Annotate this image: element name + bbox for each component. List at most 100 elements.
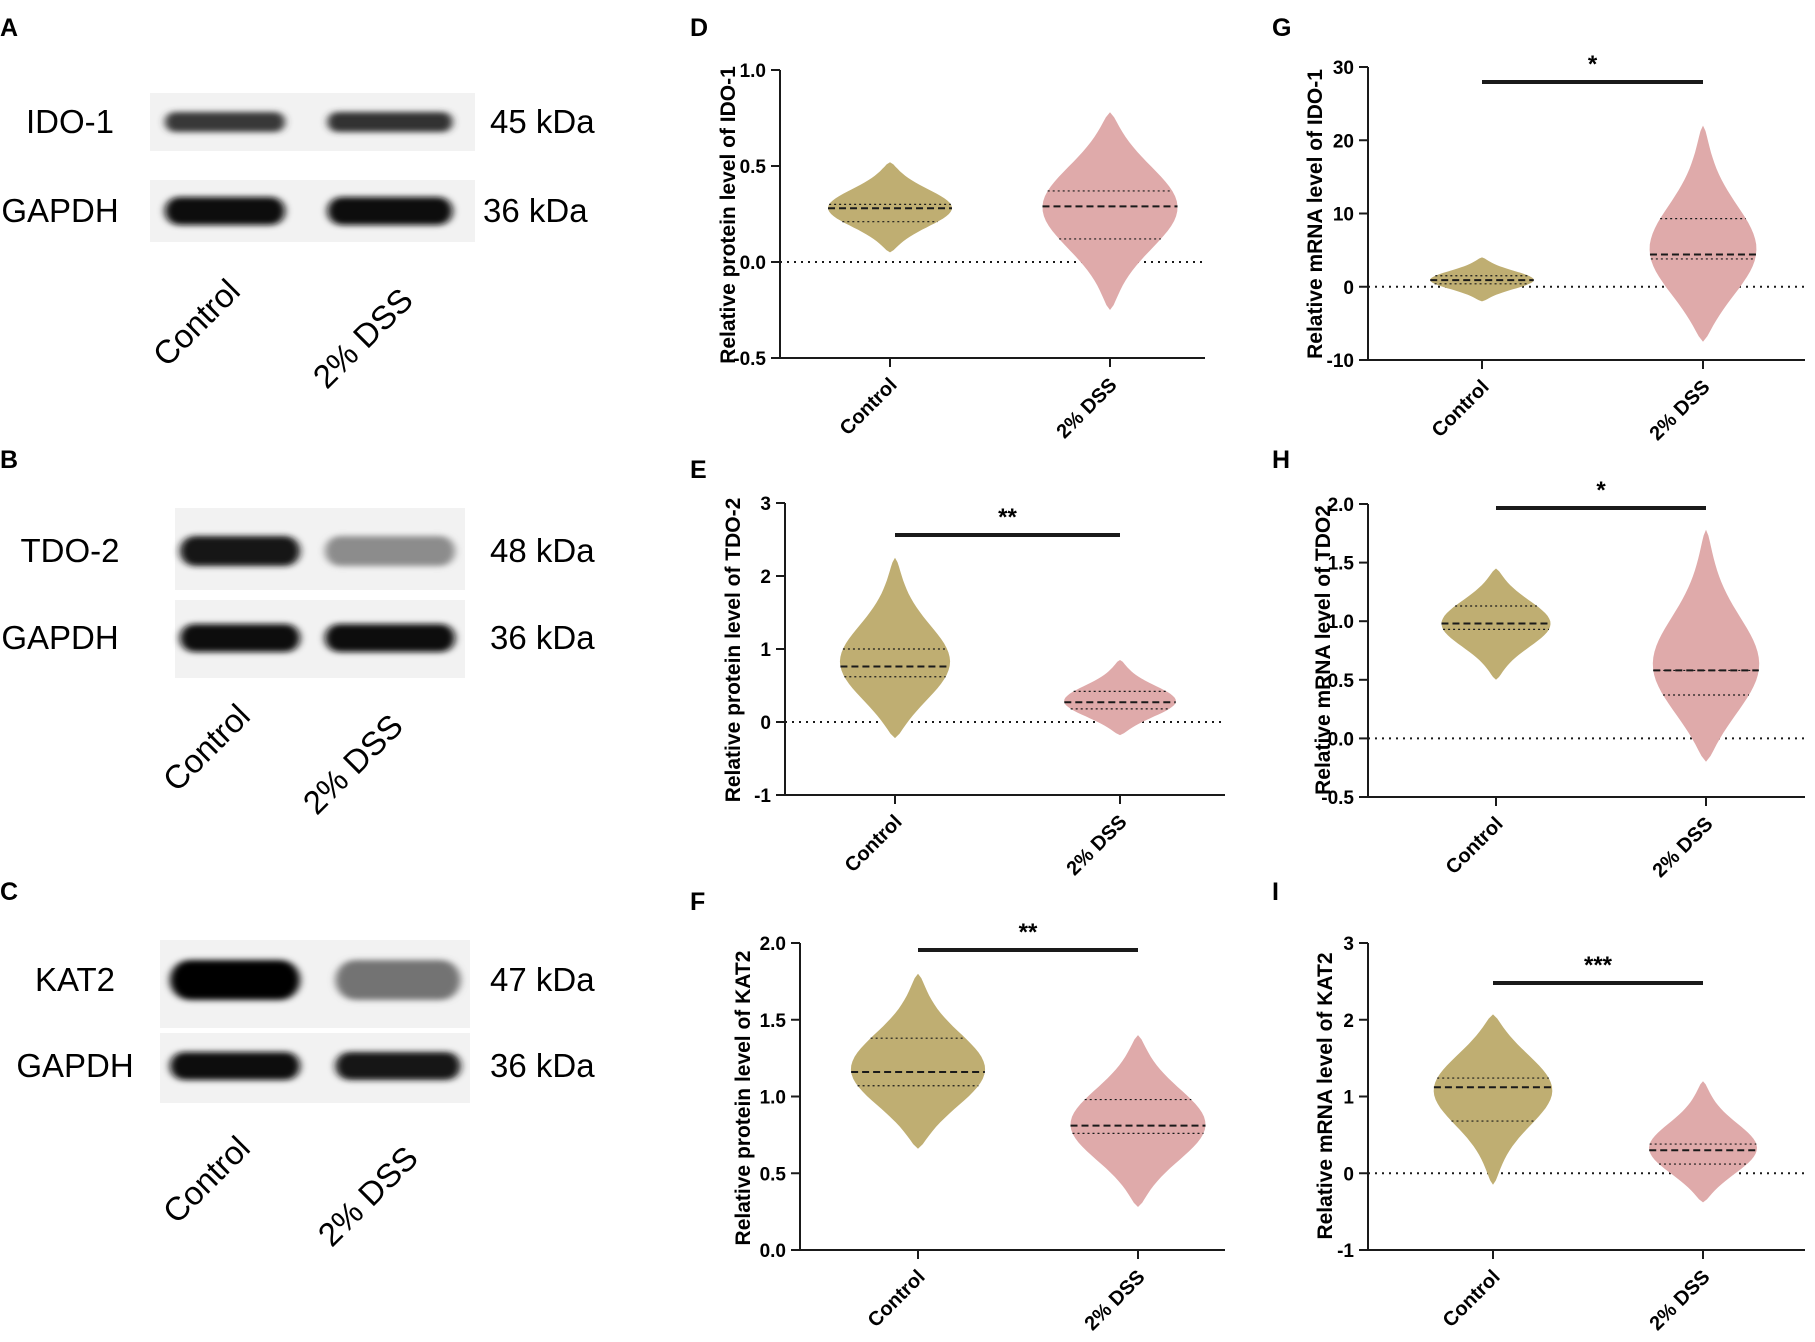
violin-plot-E: E -1 0 1 2 3 Control 2% DSS Relative protein lev… bbox=[690, 456, 1225, 880]
y-tick-label: -0.5 bbox=[1321, 788, 1354, 809]
lane-label: 2% DSS bbox=[306, 281, 420, 395]
violin-plot-I: I -1 0 1 2 3 Control 2% DSS Relative mRNA level … bbox=[1272, 878, 1805, 1335]
y-tick-label: 1 bbox=[1343, 1088, 1354, 1109]
panel-label: C bbox=[0, 878, 18, 906]
violin-dss bbox=[1649, 1081, 1757, 1203]
size-label: 36 kDa bbox=[490, 1047, 595, 1084]
panel-label: G bbox=[1272, 14, 1291, 42]
violin-dss bbox=[1064, 660, 1176, 736]
y-tick-label: 10 bbox=[1333, 205, 1354, 226]
size-label: 36 kDa bbox=[490, 619, 595, 656]
x-tick-label: 2% DSS bbox=[1063, 811, 1132, 880]
panel-label: B bbox=[0, 446, 18, 474]
violin-dss bbox=[1042, 112, 1178, 310]
blot-band bbox=[180, 624, 300, 652]
y-tick-label: 2 bbox=[1343, 1011, 1354, 1032]
protein-label: KAT2 bbox=[35, 961, 115, 998]
lane-label: Control bbox=[156, 1129, 257, 1230]
blot-B: B TDO-2 48 kDa GAPDH 36 kDa Control 2% DSS bbox=[0, 446, 595, 821]
size-label: 36 kDa bbox=[483, 192, 588, 229]
blot-band bbox=[165, 197, 285, 225]
y-axis-label: Relative mRNA level of TDO2 bbox=[1312, 505, 1335, 795]
y-tick-label: -0.5 bbox=[733, 349, 766, 370]
x-tick-label: Control bbox=[841, 811, 907, 877]
blot-band bbox=[325, 536, 455, 566]
y-tick-label: 0.0 bbox=[760, 1241, 786, 1262]
y-tick-label: 0.0 bbox=[1328, 729, 1354, 750]
panel-label: E bbox=[690, 456, 707, 484]
y-tick-label: 2.0 bbox=[1328, 495, 1354, 516]
x-tick-label: 2% DSS bbox=[1646, 1266, 1715, 1335]
significance-label: *** bbox=[1584, 952, 1613, 979]
violin-plot-G: G -10 0 10 20 30 Control 2% DSS Relative mRNA le… bbox=[1272, 14, 1805, 445]
y-tick-label: 2.0 bbox=[760, 934, 786, 955]
blot-band bbox=[327, 112, 453, 132]
violin-plot-D: D -0.5 0.0 0.5 1.0 Control 2% DSS Relative prot… bbox=[690, 14, 1205, 443]
lane-label: Control bbox=[156, 697, 257, 798]
protein-label: IDO-1 bbox=[26, 103, 114, 140]
lane-label: 2% DSS bbox=[311, 1139, 425, 1253]
y-tick-label: -1 bbox=[1337, 1241, 1354, 1262]
significance-label: * bbox=[1596, 477, 1606, 504]
x-tick-label: Control bbox=[864, 1266, 930, 1332]
x-tick-label: 2% DSS bbox=[1646, 376, 1715, 445]
y-tick-label: 0.5 bbox=[740, 157, 767, 178]
blot-A: A IDO-1 45 kDa GAPDH 36 kDa Control 2% DSS bbox=[0, 14, 595, 395]
panel-label: D bbox=[690, 14, 708, 42]
violin-dss bbox=[1652, 529, 1760, 762]
y-tick-label: 0.5 bbox=[1328, 671, 1355, 692]
blot-band bbox=[165, 112, 285, 132]
violin-control bbox=[850, 973, 986, 1149]
y-axis-label: Relative mRNA level of IDO-1 bbox=[1304, 69, 1327, 359]
y-tick-label: 20 bbox=[1333, 131, 1354, 152]
y-tick-label: 1.0 bbox=[760, 1088, 786, 1109]
blot-band bbox=[327, 197, 453, 225]
y-tick-label: 0.0 bbox=[740, 253, 766, 274]
y-axis-label: Relative mRNA level of KAT2 bbox=[1314, 952, 1337, 1239]
violin-plot-F: F 0.0 0.5 1.0 1.5 2.0 Control 2% DSS Relative pr… bbox=[690, 888, 1225, 1335]
size-label: 48 kDa bbox=[490, 532, 595, 569]
y-axis-label: Relative protein level of IDO-1 bbox=[717, 66, 740, 364]
protein-label: GAPDH bbox=[16, 1047, 133, 1084]
y-tick-label: 1 bbox=[760, 640, 771, 661]
violin-control bbox=[839, 557, 951, 739]
y-tick-label: 30 bbox=[1333, 58, 1354, 79]
violin-plot-H: H -0.5 0.0 0.5 1.0 1.5 2.0 Control 2% DSS Relativ… bbox=[1272, 446, 1805, 882]
protein-label: GAPDH bbox=[1, 192, 118, 229]
significance-label: * bbox=[1588, 51, 1598, 78]
x-tick-label: Control bbox=[836, 374, 902, 440]
blot-band bbox=[170, 1052, 300, 1080]
protein-label: GAPDH bbox=[1, 619, 118, 656]
lane-label: Control bbox=[146, 272, 247, 373]
y-tick-label: 1.0 bbox=[740, 61, 766, 82]
x-tick-label: Control bbox=[1428, 376, 1494, 442]
blot-band bbox=[335, 1052, 461, 1080]
y-axis-label: Relative protein level of KAT2 bbox=[732, 951, 755, 1246]
y-tick-label: -10 bbox=[1327, 351, 1354, 372]
protein-label: TDO-2 bbox=[21, 532, 120, 569]
size-label: 45 kDa bbox=[490, 103, 595, 140]
x-tick-label: 2% DSS bbox=[1053, 374, 1122, 443]
y-tick-label: 0.5 bbox=[760, 1164, 787, 1185]
violin-control bbox=[1441, 568, 1551, 680]
x-tick-label: 2% DSS bbox=[1081, 1266, 1150, 1335]
violin-control bbox=[1430, 257, 1534, 302]
y-tick-label: 0 bbox=[1343, 1164, 1354, 1185]
violin-dss bbox=[1070, 1035, 1206, 1208]
panel-label: H bbox=[1272, 446, 1290, 474]
blot-band bbox=[325, 624, 455, 652]
blot-C: C KAT2 47 kDa GAPDH 36 kDa Control 2% DSS bbox=[0, 878, 595, 1253]
x-tick-label: Control bbox=[1439, 1266, 1505, 1332]
blot-band bbox=[180, 536, 300, 566]
y-tick-label: 0 bbox=[1343, 278, 1354, 299]
panel-label: F bbox=[690, 888, 705, 916]
significance-label: ** bbox=[998, 504, 1017, 531]
significance-label: ** bbox=[1019, 919, 1038, 946]
y-tick-label: 1.5 bbox=[1328, 554, 1355, 575]
lane-label: 2% DSS bbox=[296, 707, 410, 821]
y-tick-label: 1.5 bbox=[760, 1011, 787, 1032]
y-tick-label: 3 bbox=[1343, 934, 1354, 955]
size-label: 47 kDa bbox=[490, 961, 595, 998]
panel-label: I bbox=[1272, 878, 1279, 906]
